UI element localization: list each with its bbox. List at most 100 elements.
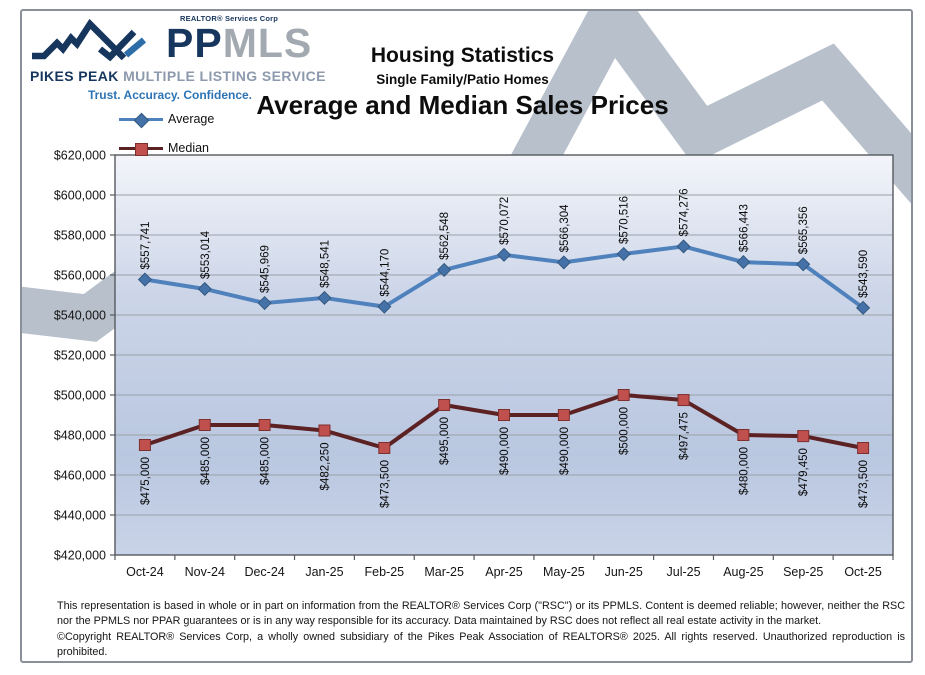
median-data-point [617, 389, 630, 401]
logo-tagline: Trust. Accuracy. Confidence. [87, 88, 253, 102]
x-axis-label: May-25 [543, 565, 585, 579]
y-axis-label: $540,000 [54, 309, 106, 323]
x-axis-label: Oct-24 [126, 565, 164, 579]
median-data-point [138, 439, 151, 451]
median-data-label: $500,000 [619, 407, 631, 455]
average-data-label: $557,741 [140, 222, 152, 270]
average-diamond-marker-icon [133, 112, 150, 128]
median-data-label: $495,000 [439, 417, 451, 465]
x-axis-label: Apr-25 [485, 565, 523, 579]
average-data-point [377, 299, 392, 314]
median-data-label: $497,475 [679, 412, 691, 460]
average-data-label: $548,541 [319, 240, 331, 288]
disclaimer-text-1: This representation is based in whole or… [57, 600, 905, 628]
median-data-point [677, 394, 690, 407]
y-axis-label: $560,000 [54, 269, 106, 283]
y-axis-label: $620,000 [54, 149, 106, 163]
chart-title: Average and Median Sales Prices [256, 90, 669, 121]
average-data-point [856, 300, 871, 315]
median-data-label: $482,250 [319, 443, 331, 491]
x-axis-label: Dec-24 [244, 565, 284, 579]
median-data-point [737, 429, 750, 441]
y-axis-label: $500,000 [54, 389, 106, 403]
median-data-label: $490,000 [559, 427, 571, 475]
pikes-peak-text: PIKES PEAK [30, 68, 119, 84]
x-axis-label: Nov-24 [185, 565, 225, 579]
median-data-label: $480,000 [738, 447, 750, 495]
average-data-label: $553,014 [200, 230, 212, 279]
average-data-point [317, 290, 332, 305]
ppmls-logo-block: REALTOR® Services Corp PPMLS PIKES PEAK … [30, 14, 325, 102]
median-data-label: $479,450 [798, 448, 810, 496]
title-block: Housing Statistics Single Family/Patio H… [0, 44, 925, 121]
x-axis-label: Jun-25 [605, 565, 643, 579]
pikes-peak-mls-line: PIKES PEAK MULTIPLE LISTING SERVICE [30, 68, 325, 84]
median-data-label: $485,000 [200, 437, 212, 485]
average-data-point [137, 272, 152, 287]
x-axis-label: Jul-25 [667, 565, 701, 579]
ppmls-wordmark: PPMLS [166, 20, 312, 66]
median-data-label: $473,500 [858, 460, 870, 508]
average-data-point [257, 295, 272, 311]
median-data-point [438, 399, 451, 411]
average-data-point [676, 239, 691, 254]
legend-label-average: Average [168, 112, 215, 126]
disclaimer-block: This representation is based in whole or… [57, 599, 905, 660]
average-data-label: $570,516 [619, 196, 631, 244]
median-data-label: $475,000 [140, 457, 152, 505]
average-data-point [796, 257, 811, 272]
x-axis-label: Aug-25 [723, 565, 763, 579]
y-axis-label: $600,000 [54, 189, 106, 203]
y-axis-label: $520,000 [54, 349, 106, 363]
median-data-point [258, 419, 271, 431]
average-data-label: $545,969 [260, 245, 272, 293]
average-data-point [197, 281, 212, 297]
average-data-label: $566,443 [738, 204, 750, 252]
average-data-label: $570,072 [499, 197, 511, 245]
median-square-marker-icon [135, 142, 148, 156]
average-legend-swatch [119, 112, 163, 128]
median-data-label: $490,000 [499, 427, 511, 475]
median-data-point [557, 409, 570, 421]
x-axis-label: Feb-25 [365, 565, 405, 579]
average-data-label: $566,304 [559, 204, 571, 253]
average-data-label: $574,276 [679, 188, 691, 236]
x-axis-label: Jan-25 [305, 565, 343, 579]
average-data-point [437, 262, 452, 277]
median-data-label: $473,500 [379, 460, 391, 508]
x-axis-label: Mar-25 [424, 565, 464, 579]
x-axis-label: Oct-25 [844, 565, 882, 579]
y-axis-label: $460,000 [54, 469, 106, 483]
median-data-point [378, 442, 391, 454]
page-subtitle: Single Family/Patio Homes [376, 72, 549, 88]
ppmls-mountain-logo-icon [32, 18, 147, 62]
chart-legend: Average Median [119, 108, 214, 166]
y-axis-label: $440,000 [54, 509, 106, 523]
median-data-point [318, 424, 331, 437]
y-axis-label: $580,000 [54, 229, 106, 243]
average-data-label: $565,356 [798, 206, 810, 254]
average-data-point [496, 247, 512, 262]
legend-item-median: Median [119, 137, 214, 159]
average-data-label: $543,590 [858, 250, 870, 298]
average-data-point [556, 255, 571, 270]
median-legend-swatch [119, 141, 163, 156]
median-data-label: $485,000 [260, 437, 272, 485]
multiple-listing-service-text: MULTIPLE LISTING SERVICE [118, 68, 326, 84]
average-data-label: $562,548 [439, 212, 451, 260]
median-data-point [198, 419, 211, 431]
y-axis-label: $480,000 [54, 429, 106, 443]
realtor-services-corp-text: REALTOR® Services Corp [180, 14, 279, 23]
average-data-point [616, 246, 631, 262]
median-data-point [498, 409, 510, 421]
x-axis-label: Sep-25 [783, 565, 823, 579]
ppmls-pp: PP [166, 20, 223, 66]
average-data-label: $544,170 [379, 249, 391, 297]
median-data-point [797, 430, 810, 443]
median-data-point [857, 442, 870, 454]
disclaimer-text-2: ©Copyright REALTOR® Services Corp, a who… [57, 630, 905, 658]
y-axis-label: $420,000 [54, 549, 106, 563]
page-title: Housing Statistics [370, 44, 555, 67]
legend-label-median: Median [168, 141, 209, 155]
